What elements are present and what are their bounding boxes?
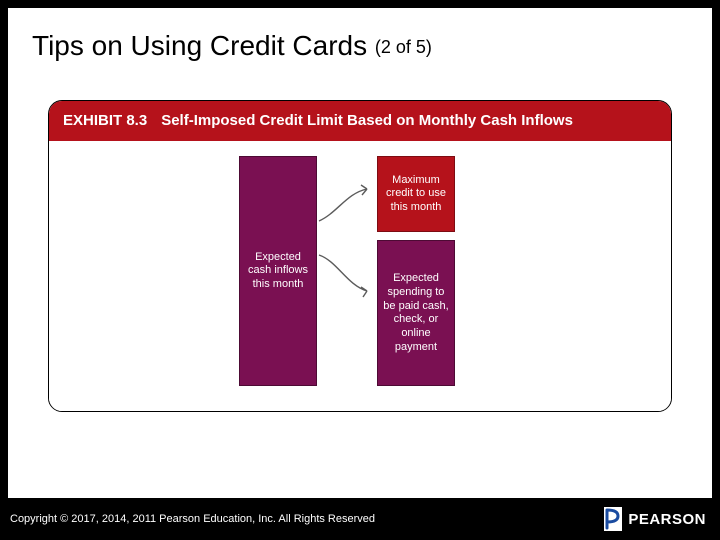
title-area: Tips on Using Credit Cards (2 of 5) — [8, 8, 712, 72]
bar-right-top-text: Maximum credit to use this month — [382, 174, 450, 215]
bar-max-credit: Maximum credit to use this month — [377, 156, 455, 232]
title-counter: (2 of 5) — [375, 37, 432, 57]
copyright-text: Copyright © 2017, 2014, 2011 Pearson Edu… — [10, 513, 375, 525]
exhibit-header: EXHIBIT 8.3 Self-Imposed Credit Limit Bas… — [49, 101, 671, 141]
title-main: Tips on Using Credit Cards — [32, 30, 367, 61]
brand-name: PEARSON — [628, 511, 706, 528]
slide-content: Tips on Using Credit Cards (2 of 5) EXHI… — [8, 8, 712, 498]
bar-expected-inflows: Expected cash inflows this month — [239, 156, 317, 386]
exhibit-title: Self-Imposed Credit Limit Based on Month… — [161, 112, 573, 129]
arrow-bottom — [317, 251, 377, 301]
bar-left-text: Expected cash inflows this month — [244, 251, 312, 292]
exhibit-body: Expected cash inflows this month Maximum… — [49, 141, 671, 411]
pearson-mark-icon — [604, 507, 622, 531]
brand-logo: PEARSON — [604, 507, 706, 531]
slide-title: Tips on Using Credit Cards (2 of 5) — [32, 30, 688, 62]
arrow-top — [317, 183, 377, 223]
bar-right-bottom-text: Expected spending to be paid cash, check… — [382, 272, 450, 355]
exhibit-label: EXHIBIT 8.3 — [63, 112, 147, 129]
exhibit-box: EXHIBIT 8.3 Self-Imposed Credit Limit Bas… — [48, 100, 672, 412]
bar-expected-spending: Expected spending to be paid cash, check… — [377, 240, 455, 386]
footer: Copyright © 2017, 2014, 2011 Pearson Edu… — [0, 498, 720, 540]
